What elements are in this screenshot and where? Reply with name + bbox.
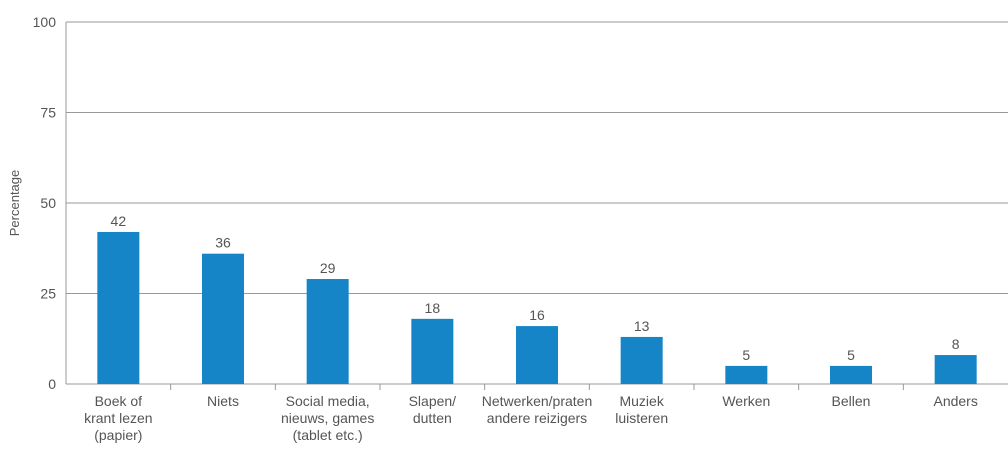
- x-tick-label-line: Social media,: [286, 393, 370, 409]
- x-tick-label-line: Muziek: [619, 393, 664, 409]
- data-label-0: 42: [111, 213, 127, 229]
- y-tick-label-50: 50: [40, 195, 56, 211]
- y-tick-label-75: 75: [40, 105, 56, 121]
- x-tick-label-0: Boek of krant lezen (papier): [84, 393, 152, 443]
- bar-8: [934, 355, 977, 384]
- x-tick-label-line: Bellen: [832, 393, 871, 409]
- x-tick-label-line: (tablet etc.): [293, 427, 363, 443]
- x-tick-label-5: Muziek luisteren: [615, 393, 668, 426]
- bar-1: [202, 253, 244, 384]
- data-label-5: 13: [634, 318, 650, 334]
- labels: 0 25 50 75 100 42 Boek of krant lezen (papier) 36…: [33, 14, 978, 443]
- y-tick-label-25: 25: [40, 286, 56, 302]
- x-tick-label-line: luisteren: [615, 410, 668, 426]
- data-label-6: 5: [742, 347, 750, 363]
- x-tick-label-8: Anders: [933, 393, 977, 409]
- bar-7: [830, 365, 872, 384]
- x-tick-label-line: Niets: [207, 393, 239, 409]
- x-tick-label-6: Werken: [722, 393, 770, 409]
- data-label-7: 5: [847, 347, 855, 363]
- x-tick-label-line: (papier): [94, 427, 142, 443]
- x-tick-label-1: Niets: [207, 393, 239, 409]
- bars: [97, 231, 977, 384]
- bar-6: [725, 365, 768, 384]
- x-tick-label-7: Bellen: [832, 393, 871, 409]
- data-label-3: 18: [425, 300, 441, 316]
- bar-2: [306, 279, 349, 384]
- x-tick-label-line: Anders: [933, 393, 977, 409]
- x-tick-label-line: Werken: [722, 393, 770, 409]
- data-label-8: 8: [952, 336, 960, 352]
- x-tick-label-4: Netwerken/praten andere reizigers: [482, 393, 593, 426]
- y-tick-label-0: 0: [48, 376, 56, 392]
- x-tick-label-line: Slapen/: [409, 393, 457, 409]
- y-tick-label-100: 100: [33, 14, 57, 30]
- gridlines: [66, 21, 1008, 294]
- data-label-4: 16: [529, 307, 545, 323]
- bar-3: [411, 318, 454, 384]
- x-tick-label-2: Social media, nieuws, games (tablet etc.): [281, 393, 374, 443]
- y-axis-title: Percentage: [7, 170, 22, 237]
- x-tick-label-line: krant lezen: [84, 410, 152, 426]
- x-tick-label-3: Slapen/dutten: [409, 393, 457, 426]
- x-tick-label-line: dutten: [413, 410, 452, 426]
- x-tick-label-line: andere reizigers: [487, 410, 587, 426]
- x-tick-label-line: nieuws, games: [281, 410, 374, 426]
- x-tick-label-line: Netwerken/praten: [482, 393, 593, 409]
- bar-5: [620, 336, 663, 384]
- data-label-1: 36: [215, 235, 231, 251]
- bar-0: [97, 231, 140, 384]
- bar-4: [516, 326, 558, 384]
- data-label-2: 29: [320, 260, 336, 276]
- x-tick-label-line: Boek of: [95, 393, 143, 409]
